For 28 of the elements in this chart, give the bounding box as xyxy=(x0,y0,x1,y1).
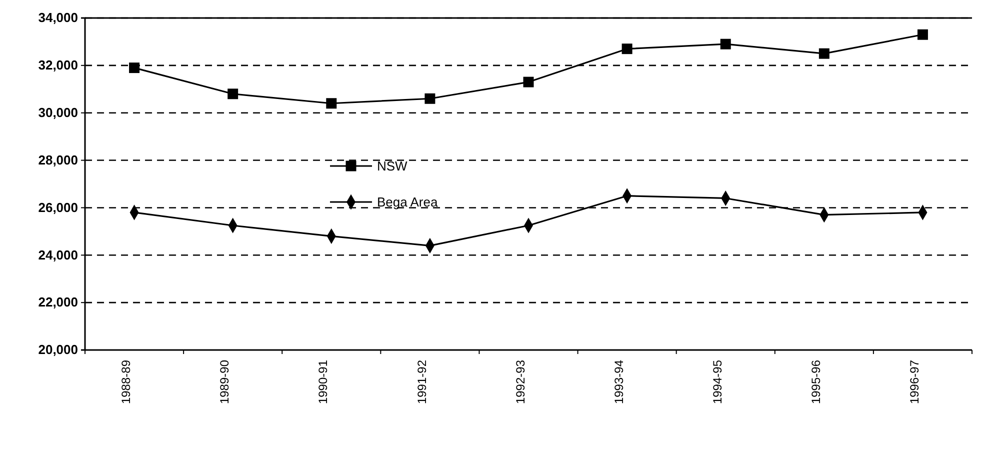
legend-label: NSW xyxy=(377,158,408,174)
y-tick-label: 20,000 xyxy=(38,342,78,358)
x-tick-label: 1991-92 xyxy=(414,360,429,404)
y-tick-label: 26,000 xyxy=(38,200,78,215)
y-tick-label: 34,000 xyxy=(38,10,78,26)
y-tick-label: 22,000 xyxy=(38,294,78,310)
x-tick-label: 1990-91 xyxy=(316,360,330,404)
legend-label: Bega Area xyxy=(377,194,438,210)
y-tick-label: 24,000 xyxy=(38,247,78,262)
y-tick-label: 30,000 xyxy=(38,105,78,120)
x-tick-label: 1989-90 xyxy=(218,360,232,404)
x-tick-label: 1995-96 xyxy=(808,360,823,404)
point xyxy=(228,88,238,100)
x-tick-label: 1994-95 xyxy=(710,360,724,404)
x-tick-label: 1988-89 xyxy=(119,360,134,404)
point xyxy=(917,29,928,40)
y-tick-label: 32,000 xyxy=(38,58,78,73)
point xyxy=(622,44,632,54)
point xyxy=(326,98,337,109)
point xyxy=(129,62,140,74)
x-tick-label: 1993-94 xyxy=(612,360,626,404)
x-tick-label: 1992-93 xyxy=(513,360,528,404)
point xyxy=(523,76,534,88)
point xyxy=(818,48,830,59)
x-tick-label: 1996-97 xyxy=(908,360,922,404)
point xyxy=(424,93,436,104)
point xyxy=(720,38,731,50)
y-tick-label: 28,000 xyxy=(38,152,78,168)
